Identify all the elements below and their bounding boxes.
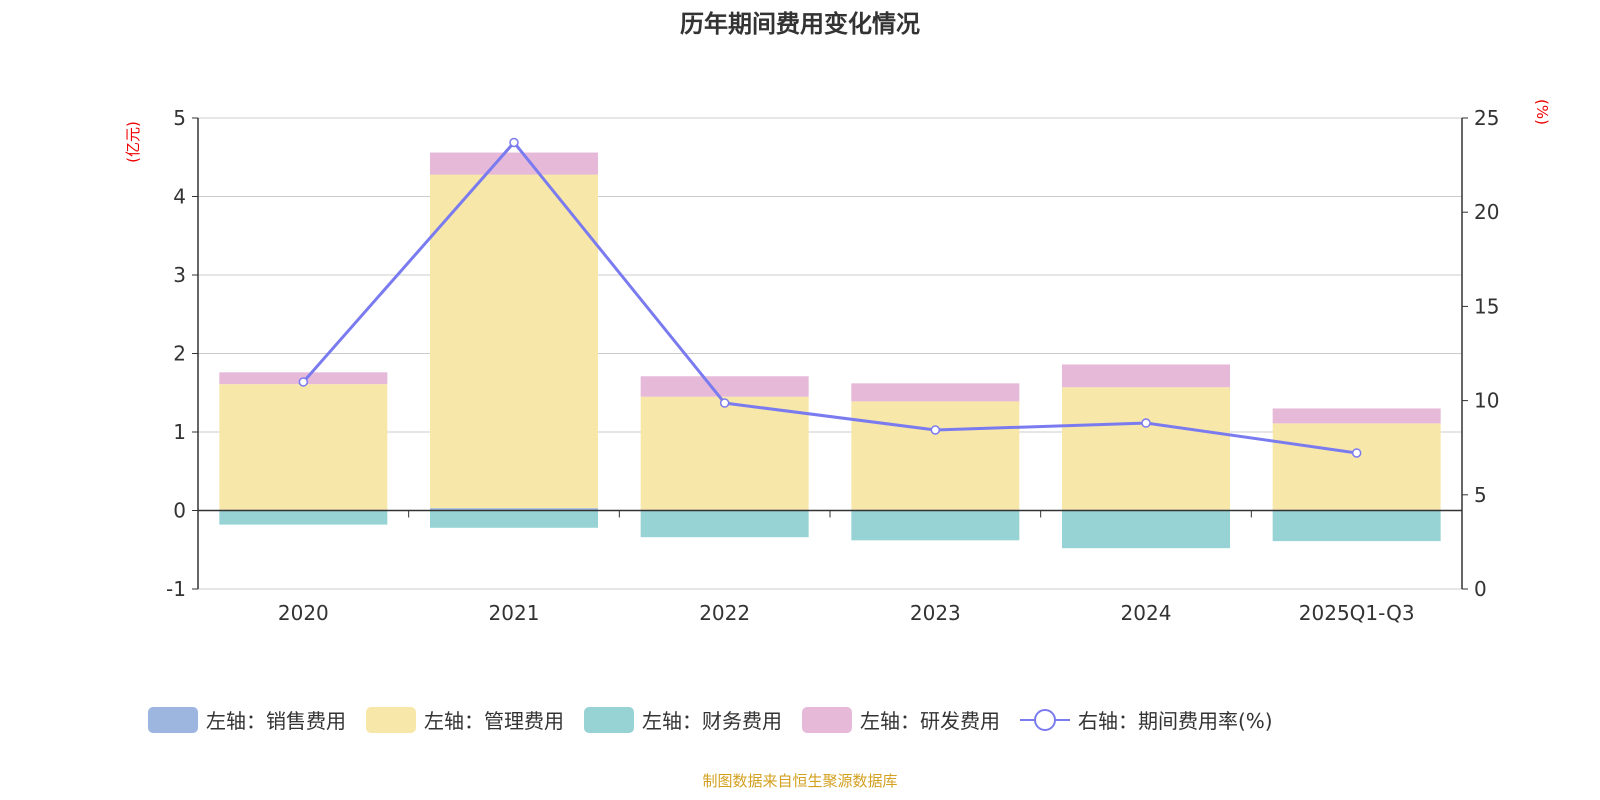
bar-左轴：研发费用 (851, 383, 1020, 402)
line-point (298, 377, 309, 387)
left-tick-label: 3 (173, 263, 186, 287)
right-tick-label: 25 (1474, 106, 1499, 130)
bar-左轴：管理费用 (1062, 387, 1230, 510)
bar-左轴：财务费用 (851, 510, 1020, 541)
footer-source: 制图数据来自恒生聚源数据库 (702, 772, 897, 790)
line-point (930, 425, 941, 435)
bar-左轴：财务费用 (219, 510, 388, 525)
line-point (509, 137, 519, 148)
left-tick-label: 2 (173, 342, 186, 366)
bar-左轴：管理费用 (1272, 423, 1441, 510)
bar-左轴：财务费用 (1062, 510, 1230, 549)
left-tick-label: 5 (173, 106, 186, 130)
legend-label: 左轴：研发费用 (860, 709, 1000, 733)
right-tick-label: 10 (1474, 389, 1499, 413)
x-tick-label: 2021 (489, 601, 540, 625)
left-tick-label: 1 (173, 420, 186, 444)
left-axis-label: (亿元) (124, 121, 142, 163)
line-point (1351, 448, 1362, 458)
legend-swatch (584, 707, 634, 733)
line-series (302, 140, 1357, 455)
bar-左轴：财务费用 (430, 510, 598, 528)
bar-左轴：研发费用 (640, 376, 809, 397)
bar-左轴：销售费用 (430, 508, 598, 511)
bar-左轴：财务费用 (1272, 510, 1441, 542)
bar-左轴：管理费用 (851, 401, 1020, 510)
line-point (719, 398, 730, 408)
right-tick-label: 15 (1474, 294, 1499, 318)
x-tick-label: 2024 (1121, 601, 1172, 625)
right-tick-label: 0 (1474, 577, 1487, 601)
legend-circle-icon (1034, 709, 1056, 731)
x-tick-label: 2020 (278, 601, 329, 625)
bar-左轴：研发费用 (430, 152, 598, 175)
line-point (1141, 418, 1151, 428)
left-tick-label: 0 (173, 499, 186, 523)
bar-左轴：管理费用 (640, 396, 809, 510)
bar-左轴：管理费用 (430, 174, 598, 509)
chart-title: 历年期间费用变化情况 (680, 10, 920, 38)
left-tick-label: 4 (173, 185, 186, 209)
legend-label: 左轴：财务费用 (642, 709, 782, 733)
right-axis-label: (%) (1533, 99, 1551, 125)
x-tick-label: 2022 (699, 601, 750, 625)
bar-左轴：财务费用 (640, 510, 809, 538)
legend-label: 左轴：管理费用 (424, 709, 564, 733)
bar-左轴：研发费用 (1062, 364, 1230, 388)
right-tick-label: 20 (1474, 200, 1499, 224)
bar-左轴：研发费用 (1272, 408, 1441, 424)
legend-label: 左轴：销售费用 (206, 709, 346, 733)
legend-swatch (366, 707, 416, 733)
legend-swatch (802, 707, 852, 733)
bar-左轴：管理费用 (219, 384, 388, 510)
left-tick-label: -1 (166, 577, 186, 601)
x-tick-label: 2025Q1-Q3 (1299, 601, 1415, 625)
legend-swatch (148, 707, 198, 733)
legend-label: 右轴：期间费用率(%) (1078, 709, 1273, 733)
right-tick-label: 5 (1474, 483, 1487, 507)
x-tick-label: 2023 (910, 601, 961, 625)
